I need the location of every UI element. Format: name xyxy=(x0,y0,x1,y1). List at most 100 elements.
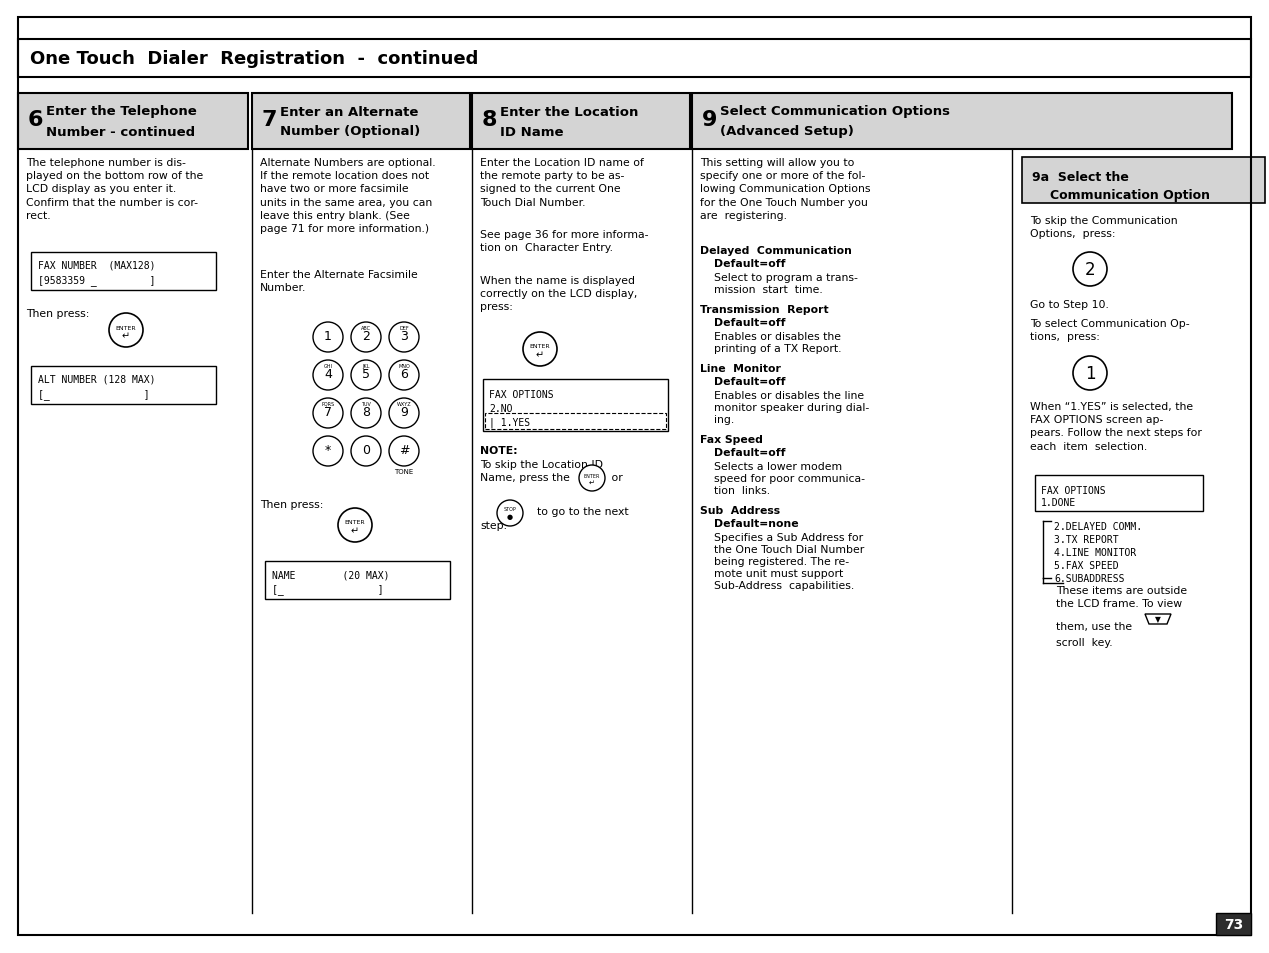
Bar xyxy=(30,253,216,291)
Text: 9: 9 xyxy=(400,406,407,419)
Text: 6: 6 xyxy=(400,368,407,381)
Text: [_                ]: [_ ] xyxy=(38,389,150,399)
Text: ENTER: ENTER xyxy=(529,344,551,349)
Text: #: # xyxy=(398,444,409,457)
Text: 9: 9 xyxy=(702,110,717,130)
Text: tion  links.: tion links. xyxy=(714,485,770,496)
Text: ENTER: ENTER xyxy=(584,474,600,479)
Text: ID Name: ID Name xyxy=(500,126,563,138)
Text: Default=off: Default=off xyxy=(714,258,786,269)
Text: 1.DONE: 1.DONE xyxy=(1041,497,1076,507)
Circle shape xyxy=(313,398,343,429)
Text: TUV: TUV xyxy=(362,401,371,407)
Text: Default=off: Default=off xyxy=(714,376,786,387)
Text: 5: 5 xyxy=(362,368,371,381)
Text: 9a  Select the: 9a Select the xyxy=(1032,171,1129,184)
Bar xyxy=(483,379,667,432)
Text: TONE: TONE xyxy=(395,469,414,475)
Text: Delayed  Communication: Delayed Communication xyxy=(700,246,851,255)
Text: When “1.YES” is selected, the
FAX OPTIONS screen ap-
pears. Follow the next step: When “1.YES” is selected, the FAX OPTION… xyxy=(1030,401,1202,451)
Text: Number - continued: Number - continued xyxy=(46,126,195,138)
Text: or: or xyxy=(608,473,623,482)
Text: Default=off: Default=off xyxy=(714,448,786,457)
Bar xyxy=(1022,204,1265,915)
Text: Alternate Numbers are optional.
If the remote location does not
have two or more: Alternate Numbers are optional. If the r… xyxy=(260,158,435,233)
Circle shape xyxy=(352,398,381,429)
Text: | 1.YES: | 1.YES xyxy=(489,417,530,428)
Text: ABC: ABC xyxy=(360,326,371,331)
Text: mission  start  time.: mission start time. xyxy=(714,285,822,294)
Text: FAX OPTIONS: FAX OPTIONS xyxy=(1041,485,1105,496)
Text: Specifies a Sub Address for: Specifies a Sub Address for xyxy=(714,533,863,542)
Text: [_                ]: [_ ] xyxy=(272,583,383,595)
Text: mote unit must support: mote unit must support xyxy=(714,568,843,578)
Circle shape xyxy=(579,465,605,492)
Text: ing.: ing. xyxy=(714,415,735,424)
Text: Enables or disables the line: Enables or disables the line xyxy=(714,391,864,400)
Text: To select Communication Op-
tions,  press:: To select Communication Op- tions, press… xyxy=(1030,318,1189,342)
Text: The telephone number is dis-
played on the bottom row of the
LCD display as you : The telephone number is dis- played on t… xyxy=(25,158,203,220)
Text: NAME        (20 MAX): NAME (20 MAX) xyxy=(272,569,390,579)
Text: STOP: STOP xyxy=(504,507,516,512)
Circle shape xyxy=(390,360,419,391)
Bar xyxy=(18,94,247,150)
Text: 2: 2 xyxy=(1085,261,1095,278)
Bar xyxy=(692,94,1232,150)
Bar xyxy=(30,367,216,405)
Text: *: * xyxy=(325,444,331,457)
Text: printing of a TX Report.: printing of a TX Report. xyxy=(714,344,841,354)
Text: This setting will allow you to
specify one or more of the fol-
lowing Communicat: This setting will allow you to specify o… xyxy=(700,158,871,220)
Text: the One Touch Dial Number: the One Touch Dial Number xyxy=(714,544,864,555)
Circle shape xyxy=(352,323,381,353)
Text: 3.TX REPORT: 3.TX REPORT xyxy=(1055,535,1119,544)
Text: Number (Optional): Number (Optional) xyxy=(280,126,420,138)
Circle shape xyxy=(390,436,419,467)
Circle shape xyxy=(1074,253,1107,287)
Text: Transmission  Report: Transmission Report xyxy=(700,305,829,314)
Text: ↵: ↵ xyxy=(352,525,359,536)
Text: WXYZ: WXYZ xyxy=(397,401,411,407)
Text: step.: step. xyxy=(480,520,508,531)
Text: These items are outside
the LCD frame. To view: These items are outside the LCD frame. T… xyxy=(1056,585,1187,609)
Text: 8: 8 xyxy=(362,406,371,419)
Text: Selects a lower modem: Selects a lower modem xyxy=(714,461,843,472)
Text: When the name is displayed
correctly on the LCD display,
press:: When the name is displayed correctly on … xyxy=(480,275,637,312)
Text: scroll  key.: scroll key. xyxy=(1056,638,1113,647)
Text: ▼: ▼ xyxy=(1155,615,1161,624)
Text: JKL: JKL xyxy=(362,364,369,369)
Text: 2.NO: 2.NO xyxy=(489,403,513,414)
Text: Name, press the: Name, press the xyxy=(480,473,570,482)
Text: 6: 6 xyxy=(28,110,43,130)
Text: Enter an Alternate: Enter an Alternate xyxy=(280,106,419,118)
Bar xyxy=(253,94,470,150)
Text: Enter the Location: Enter the Location xyxy=(500,106,638,118)
Polygon shape xyxy=(1145,615,1171,624)
Text: to go to the next: to go to the next xyxy=(530,506,628,517)
Text: Line  Monitor: Line Monitor xyxy=(700,364,780,374)
Text: ENTER: ENTER xyxy=(345,520,365,525)
Text: Enter the Location ID name of
the remote party to be as-
signed to the current O: Enter the Location ID name of the remote… xyxy=(480,158,643,208)
Circle shape xyxy=(313,360,343,391)
Text: 4.LINE MONITOR: 4.LINE MONITOR xyxy=(1055,547,1136,558)
Text: (Advanced Setup): (Advanced Setup) xyxy=(720,126,854,138)
Circle shape xyxy=(523,333,557,367)
Text: GHI: GHI xyxy=(324,364,332,369)
Text: 3: 3 xyxy=(400,330,407,343)
Text: 8: 8 xyxy=(482,110,497,130)
Text: ENTER: ENTER xyxy=(115,325,136,330)
Text: See page 36 for more informa-
tion on  Character Entry.: See page 36 for more informa- tion on Ch… xyxy=(480,230,648,253)
Text: Select to program a trans-: Select to program a trans- xyxy=(714,273,858,283)
Text: Enables or disables the: Enables or disables the xyxy=(714,332,841,341)
Text: Communication Option: Communication Option xyxy=(1049,189,1211,202)
Text: 2.DELAYED COMM.: 2.DELAYED COMM. xyxy=(1055,521,1142,532)
Text: 1: 1 xyxy=(1085,365,1095,382)
Text: FAX NUMBER  (MAX128): FAX NUMBER (MAX128) xyxy=(38,261,156,271)
Text: Then press:: Then press: xyxy=(25,309,89,318)
Text: To skip the Location ID: To skip the Location ID xyxy=(480,459,603,470)
Text: One Touch  Dialer  Registration  -  continued: One Touch Dialer Registration - continue… xyxy=(30,50,478,68)
Bar xyxy=(485,414,666,430)
Text: Default=off: Default=off xyxy=(714,317,786,328)
Text: speed for poor communica-: speed for poor communica- xyxy=(714,474,865,483)
Text: To skip the Communication
Options,  press:: To skip the Communication Options, press… xyxy=(1030,215,1178,239)
Text: 6.SUBADDRESS: 6.SUBADDRESS xyxy=(1055,574,1124,583)
